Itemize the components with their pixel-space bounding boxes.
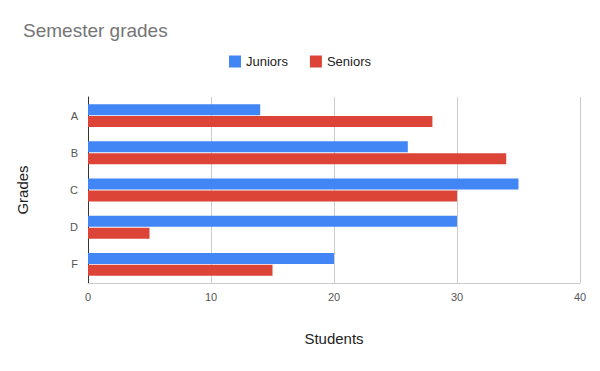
svg-text:D: D <box>70 221 78 233</box>
svg-text:Grades: Grades <box>14 165 31 214</box>
svg-text:F: F <box>71 258 78 270</box>
svg-text:10: 10 <box>205 291 217 303</box>
svg-text:B: B <box>71 147 78 159</box>
svg-text:C: C <box>70 184 78 196</box>
svg-text:Semester grades: Semester grades <box>23 20 168 41</box>
svg-text:Students: Students <box>304 330 363 347</box>
svg-text:A: A <box>71 110 79 122</box>
svg-text:20: 20 <box>328 291 340 303</box>
svg-text:0: 0 <box>85 291 91 303</box>
svg-text:Seniors: Seniors <box>327 54 372 69</box>
svg-text:30: 30 <box>451 291 463 303</box>
svg-text:Juniors: Juniors <box>246 54 288 69</box>
svg-text:40: 40 <box>574 291 586 303</box>
